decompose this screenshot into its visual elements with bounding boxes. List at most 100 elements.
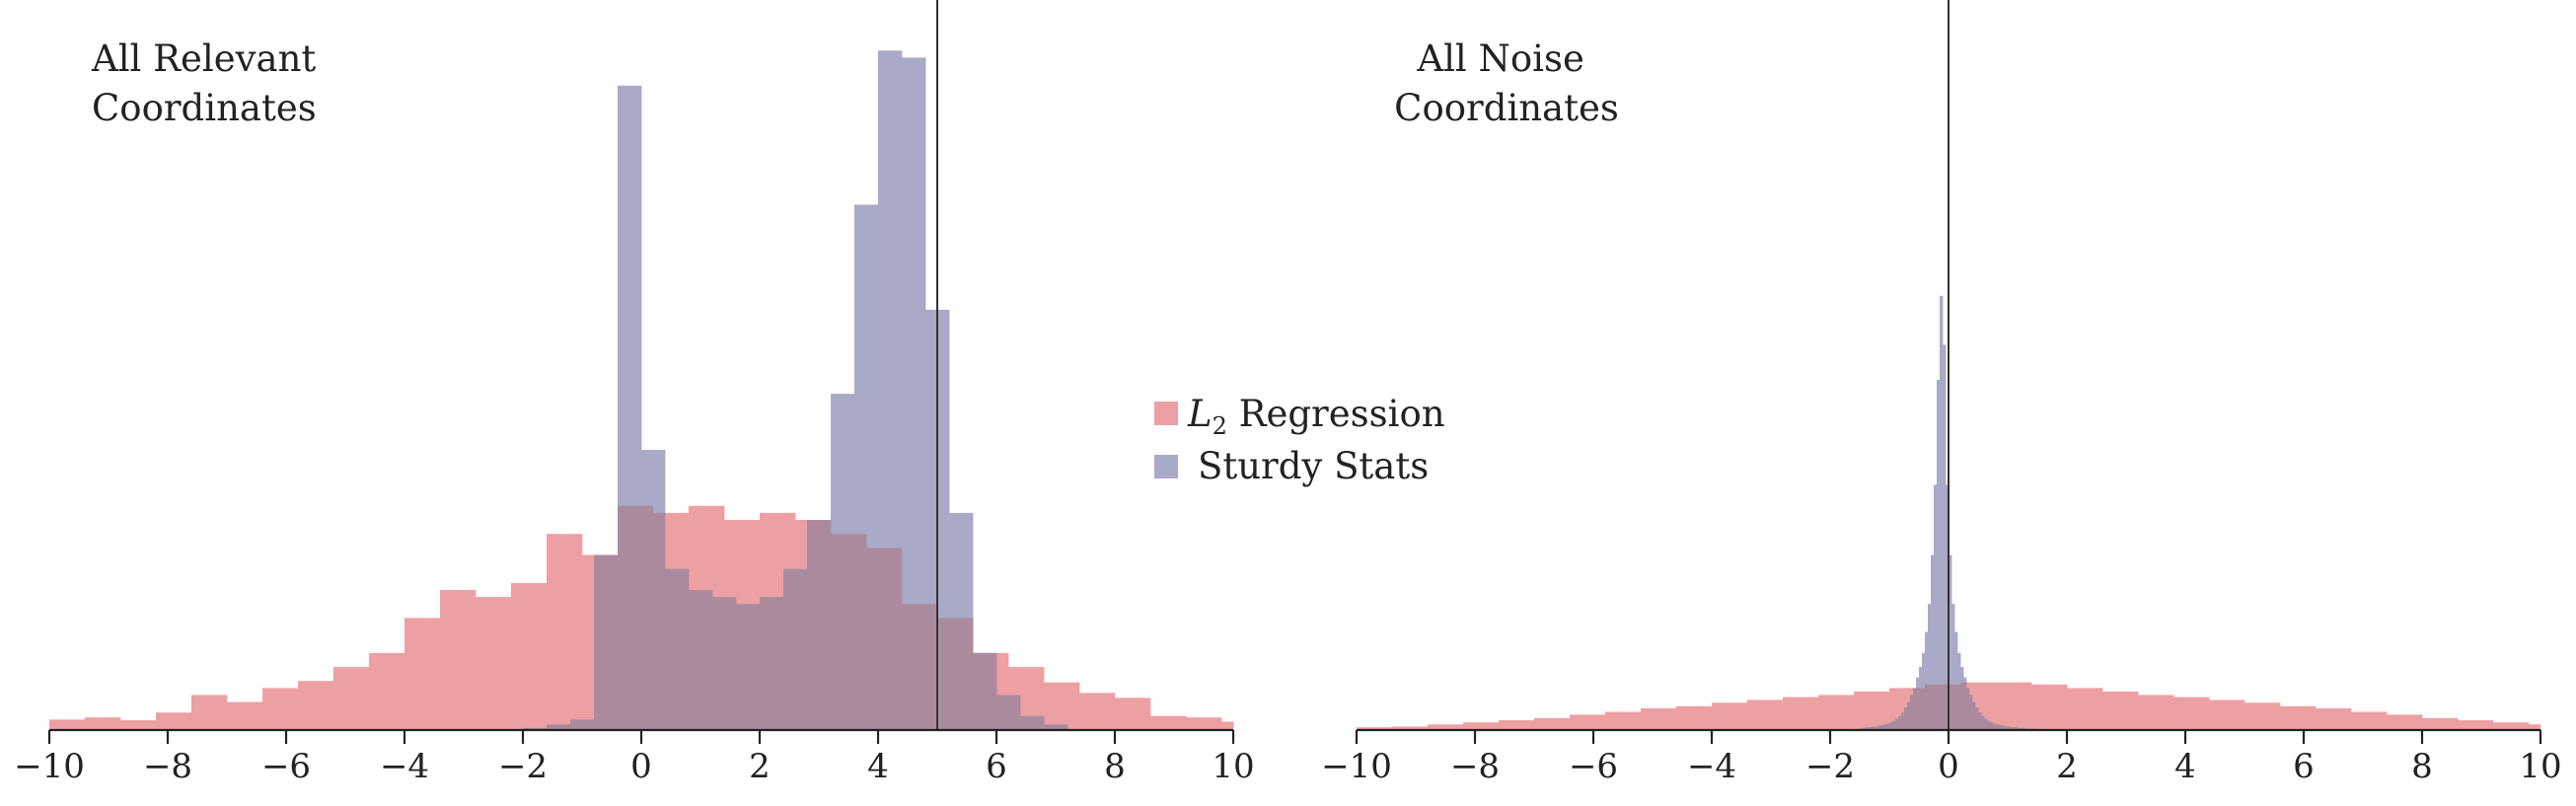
left-panel-title: All Relevant Coordinates xyxy=(91,37,328,129)
left-overlap-bar xyxy=(689,590,713,730)
right-l2-regression-bar xyxy=(1747,699,1784,730)
right-overlap-bar xyxy=(2002,725,2006,730)
right-overlap-bar xyxy=(1946,684,1950,730)
left-overlap-bars xyxy=(523,505,1068,730)
left-histogram-panel: −10 −8 −6 −4 −2 0 2 4 6 8 10 All Relevant Coordina… xyxy=(14,0,1255,786)
right-sturdy-stats-bar xyxy=(1934,484,1938,730)
right-sturdy-stats-bar xyxy=(1940,295,1944,730)
right-l2-regression-bar xyxy=(1712,702,1748,730)
left-overlap-bar xyxy=(547,724,571,730)
right-overlap-bar xyxy=(1931,684,1935,730)
right-x-tick-label: 8 xyxy=(2411,747,2433,786)
left-overlap-bar xyxy=(641,505,654,730)
left-x-tick-label: −4 xyxy=(380,747,429,786)
right-l2-regression-bar xyxy=(1783,696,1819,730)
legend-l2-main: L xyxy=(1187,393,1213,435)
right-l2-regression-bar xyxy=(1357,727,1393,730)
left-l2-regression-bar xyxy=(369,652,405,730)
right-overlap-bar xyxy=(1975,707,1979,730)
left-overlap-bar xyxy=(724,597,737,730)
right-overlap-bar xyxy=(2005,726,2009,730)
right-overlap-bar xyxy=(1969,695,1973,730)
right-overlap-bars xyxy=(1860,682,2038,730)
right-l2-regression-bar xyxy=(2067,688,2103,730)
left-overlap-bar xyxy=(760,597,784,730)
right-l2-regression-bar xyxy=(2387,714,2423,730)
left-overlap-bar xyxy=(937,618,950,730)
right-sturdy-stats-bar xyxy=(1951,604,1955,730)
right-overlap-bar xyxy=(1960,682,1964,730)
right-title-line-2: Coordinates xyxy=(1394,87,1619,129)
right-l2-regression-bar xyxy=(2529,724,2541,730)
left-l2-regression-bar xyxy=(298,681,334,730)
legend-swatch-sturdy-stats xyxy=(1154,455,1178,478)
left-overlap-bar xyxy=(795,568,808,730)
legend-label-l2-regression: L2 Regression xyxy=(1187,393,1445,440)
left-l2-regression-bar xyxy=(1221,721,1234,730)
left-l2-regression-bar xyxy=(1079,693,1116,730)
right-overlap-bar xyxy=(1883,724,1887,730)
legend-l2-subscript: 2 xyxy=(1213,412,1227,440)
right-overlap-bar xyxy=(1925,684,1929,730)
right-sturdy-stats-bar xyxy=(1937,380,1941,730)
right-overlap-bar xyxy=(1880,725,1884,730)
left-l2-regression-bar xyxy=(1150,715,1187,730)
right-x-tick-label: −10 xyxy=(1321,747,1392,786)
right-overlap-bar xyxy=(1901,712,1905,730)
left-overlap-bar xyxy=(807,520,832,730)
right-overlap-bar xyxy=(1916,688,1920,730)
right-l2-regression-bar xyxy=(2138,695,2174,730)
right-l2-regression-bar xyxy=(2316,707,2352,730)
right-sturdy-stats-bar xyxy=(1928,604,1932,730)
right-overlap-bar xyxy=(1940,684,1944,730)
right-l2-regression-bar xyxy=(1570,714,1606,730)
right-l2-regression-bar xyxy=(2280,705,2317,730)
right-l2-regression-bar xyxy=(1641,707,1677,730)
right-l2-regression-bar xyxy=(1534,717,1571,730)
right-l2-regression-bar xyxy=(1392,726,1429,730)
left-overlap-bar xyxy=(736,604,761,730)
right-x-tick-label: −6 xyxy=(1569,747,1618,786)
right-overlap-bar xyxy=(1978,712,1982,730)
right-overlap-bar xyxy=(2008,726,2012,730)
right-overlap-bar xyxy=(1866,727,1870,730)
right-sturdy-stats-bar xyxy=(1943,344,1947,730)
right-l2-regression-bar xyxy=(2173,696,2210,730)
right-l2-regression-bar xyxy=(1463,722,1500,730)
left-overlap-bar xyxy=(925,604,938,730)
left-l2-regression-bar xyxy=(476,597,512,730)
left-overlap-bar xyxy=(973,652,997,730)
left-overlap-bar xyxy=(866,548,879,730)
left-l2-regression-bar xyxy=(120,720,157,730)
right-overlap-bar xyxy=(2014,727,2018,730)
right-overlap-bar xyxy=(1907,701,1911,730)
left-l2-regression-bar xyxy=(85,717,121,730)
left-overlap-bar xyxy=(783,568,796,730)
left-x-tick-label: 8 xyxy=(1104,747,1126,786)
left-l2-regression-bar xyxy=(262,688,299,730)
right-overlap-bar xyxy=(1951,684,1955,730)
right-overlap-bar xyxy=(1869,727,1873,730)
right-overlap-bar xyxy=(1972,701,1976,730)
left-x-tick-label: 4 xyxy=(867,747,889,786)
right-x-tick-label: −8 xyxy=(1450,747,1500,786)
right-x-tick-label: 2 xyxy=(2056,747,2078,786)
right-overlap-bar xyxy=(1877,725,1881,730)
right-overlap-bar xyxy=(1910,695,1914,730)
left-title-line-2: Coordinates xyxy=(92,87,317,129)
right-l2-regression-bar xyxy=(1676,705,1713,730)
right-overlap-bar xyxy=(1949,684,1952,730)
right-x-tick-label: 6 xyxy=(2293,747,2315,786)
right-l2-regression-bar xyxy=(1854,691,1890,730)
right-overlap-bar xyxy=(1875,726,1878,730)
left-overlap-bar xyxy=(582,719,595,730)
right-overlap-bar xyxy=(1928,684,1932,730)
right-overlap-bar xyxy=(1886,723,1890,730)
left-l2-regression-bar xyxy=(547,534,583,730)
left-overlap-bar xyxy=(653,512,666,730)
right-l2-regression-bar xyxy=(2458,720,2494,730)
right-l2-regression-bar xyxy=(2493,722,2530,730)
left-overlap-bar xyxy=(712,597,725,730)
right-l2-regression-bar xyxy=(2209,699,2245,730)
